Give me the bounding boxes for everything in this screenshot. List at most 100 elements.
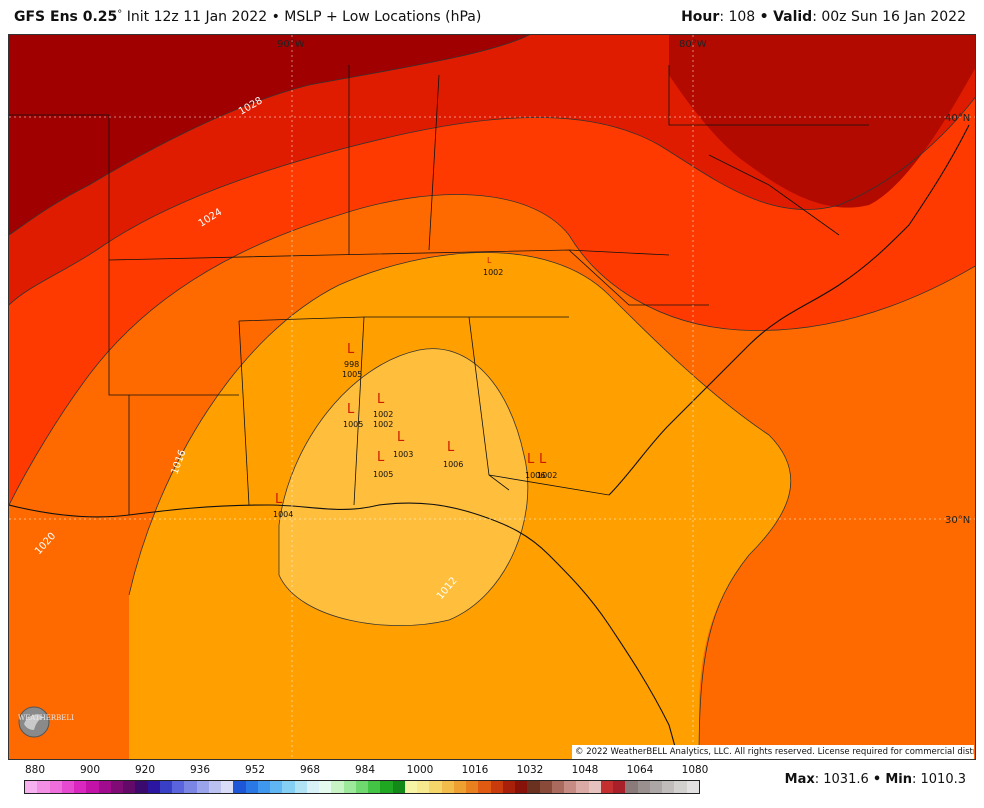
low-pressure: 1005 [342, 370, 362, 379]
colorbar-tick-label: 900 [79, 764, 101, 776]
colorbar-tick-label: 1016 [461, 764, 489, 776]
colorbar-swatch [233, 781, 246, 793]
colorbar-swatch [172, 781, 185, 793]
colorbar-swatch [453, 781, 466, 793]
degree-mark: ° [117, 9, 123, 20]
colorbar-swatch [343, 781, 356, 793]
low-markers: L 998 1005 L 1002 1002 L 1005 L 1003 L 1… [273, 256, 557, 519]
colorbar-swatch [86, 781, 99, 793]
low-symbol: L [377, 392, 385, 407]
colorbar-swatch [490, 781, 503, 793]
min-value: : 1010.3 [912, 772, 966, 787]
valid-value: : 00z Sun 16 Jan 2022 [812, 9, 966, 25]
lat-label-40n: 40°N [945, 113, 970, 124]
colorbar-swatch [551, 781, 564, 793]
colorbar-swatch [257, 781, 270, 793]
band-below-1012 [279, 348, 528, 626]
header-bullet-2: • [759, 9, 769, 25]
colorbar-swatch [539, 781, 552, 793]
colorbar-swatch [306, 781, 319, 793]
init-time: Init 12z 11 Jan 2022 [122, 9, 268, 25]
low-symbol: L [487, 256, 492, 265]
colorbar-tick-label: 936 [189, 764, 211, 776]
colorbar-swatch [147, 781, 160, 793]
atlantic-coastline [608, 124, 970, 496]
colorbar-swatch [588, 781, 601, 793]
colorbar-swatch [429, 781, 442, 793]
colorbar-tick-label: 968 [299, 764, 321, 776]
isobar-1016 [128, 252, 792, 759]
low-pressure: 1005 [373, 470, 393, 479]
header-bullet: • [271, 9, 280, 25]
colorbar-tick-label: 952 [244, 764, 266, 776]
state-borders [9, 65, 869, 515]
colorbar-swatch [37, 781, 50, 793]
colorbar-swatch [25, 781, 38, 793]
colorbar-swatch [49, 781, 62, 793]
map-svg: 90°W 80°W 40°N 30°N 1028 1024 1020 1016 … [9, 35, 975, 759]
low-pressure: 1002 [537, 471, 557, 480]
colorbar-swatch [564, 781, 577, 793]
header-title: GFS Ens 0.25° Init 12z 11 Jan 2022 • MSL… [14, 9, 481, 25]
low-symbol: L [397, 430, 405, 445]
colorbar-tick-label: 1064 [626, 764, 654, 776]
colorbar-tick-label: 880 [24, 764, 46, 776]
colorbar-swatch [380, 781, 393, 793]
low-symbol: L [527, 452, 535, 467]
isobar-1024 [9, 96, 975, 306]
low-symbol: L [347, 342, 355, 357]
colorbar-tick-label: 984 [354, 764, 376, 776]
isobar-1028 [9, 35, 530, 236]
colorbar-tick-label: 1032 [516, 764, 544, 776]
colorbar-swatch [502, 781, 515, 793]
colorbar-swatch [196, 781, 209, 793]
colorbar-swatch [527, 781, 540, 793]
colorbar-swatch [613, 781, 626, 793]
low-pressure: 1004 [273, 510, 293, 519]
hour-label: Hour [681, 9, 720, 25]
valid-label: Valid [773, 9, 813, 25]
colorbar-swatch [417, 781, 430, 793]
colorbar-swatch [159, 781, 172, 793]
colorbar-swatch [355, 781, 368, 793]
stats-bullet: • [872, 772, 882, 787]
max-label: Max [784, 772, 815, 787]
colorbar-swatch [686, 781, 699, 793]
colorbar-tick-label: 1080 [681, 764, 709, 776]
low-pressure: 1006 [443, 460, 463, 469]
colorbar-swatch [662, 781, 675, 793]
hour-value: : 108 [719, 9, 756, 25]
lon-label-90w: 90°W [277, 39, 305, 50]
colorbar-swatch [368, 781, 381, 793]
pressure-map: 90°W 80°W 40°N 30°N 1028 1024 1020 1016 … [8, 34, 976, 760]
copyright-notice: © 2022 WeatherBELL Analytics, LLC. All r… [572, 745, 974, 759]
isobar-1012 [278, 348, 529, 626]
product-name: MSLP + Low Locations (hPa) [284, 9, 482, 25]
colorbar-swatch [282, 781, 295, 793]
low-pressure: 1002 [373, 410, 393, 419]
colorbar-swatch [61, 781, 74, 793]
isobar-1020 [9, 194, 975, 506]
colorbar-swatch [74, 781, 87, 793]
colorbar-swatch [649, 781, 662, 793]
colorbar-swatch [123, 781, 136, 793]
colorbar-swatch [637, 781, 650, 793]
header: GFS Ens 0.25° Init 12z 11 Jan 2022 • MSL… [0, 0, 984, 34]
lat-label-30n: 30°N [945, 515, 970, 526]
weatherbell-logo: WEATHERBELL [14, 700, 76, 740]
low-symbol: L [275, 492, 283, 507]
low-symbol: L [347, 402, 355, 417]
colorbar-swatch [98, 781, 111, 793]
stats-readout: Max: 1031.6 • Min: 1010.3 [785, 772, 966, 787]
colorbar-swatch [245, 781, 258, 793]
svg-text:WEATHERBELL: WEATHERBELL [18, 714, 74, 722]
model-name: GFS Ens 0.25 [14, 9, 118, 25]
colorbar-swatch [331, 781, 344, 793]
colorbar-swatch [404, 781, 417, 793]
colorbar-swatch [478, 781, 491, 793]
colorbar-tick-label: 1048 [571, 764, 599, 776]
low-pressure: 1006 [525, 471, 545, 480]
colorbar-swatch [392, 781, 405, 793]
header-valid: Hour: 108 • Valid: 00z Sun 16 Jan 2022 [681, 9, 966, 25]
colorbar-swatch [208, 781, 221, 793]
